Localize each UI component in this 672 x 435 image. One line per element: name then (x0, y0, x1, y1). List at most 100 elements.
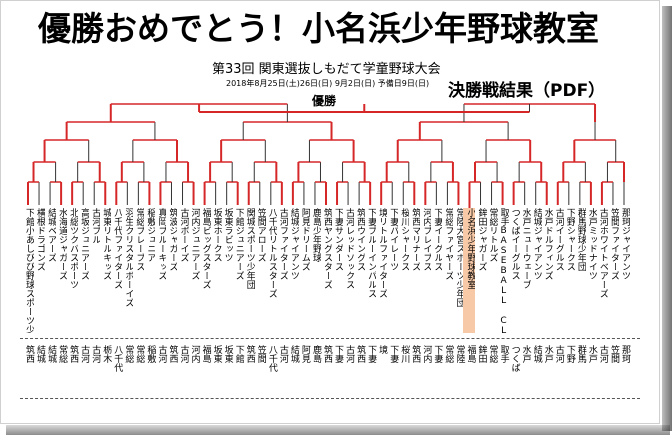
team-name: 古河ボーイズ (178, 208, 189, 262)
team-region: 坂東 (211, 345, 222, 363)
team-name: 河内ジュニアーズ (189, 208, 200, 280)
team-region: 群馬 (575, 345, 586, 363)
bracket-sheet (0, 0, 660, 424)
team-region: 古河 (90, 345, 101, 363)
team-name: 下野シャークス (564, 208, 575, 271)
team-region: 古河 (553, 345, 564, 363)
team-name: 古河ブル (90, 208, 101, 244)
team-region: 古河 (597, 345, 608, 363)
team-region: 常総 (134, 345, 145, 363)
paper-shadow-right (662, 6, 672, 431)
team-name: 常陸大宮スポーツ少年団 (454, 208, 465, 307)
team-name: 古河ホワイトベアーズ (597, 208, 608, 298)
team-name: 笠間ファイターズ (608, 208, 619, 280)
team-region: 取手 (498, 345, 509, 363)
team-name: 下妻イーグルス (432, 208, 443, 271)
team-region: 筑西 (244, 345, 255, 363)
team-name: 鉾田ジャガーズ (476, 208, 487, 271)
team-name: 結城ジャイアンツ (531, 208, 542, 280)
team-name: 横根ドラゴンズ (35, 208, 46, 271)
team-region: 下館 (233, 345, 244, 363)
team-region: 下妻 (388, 345, 399, 363)
team-name: 結城ベアーズ (46, 208, 57, 262)
team-name: 羽生クリスタルボーイズ (123, 208, 134, 307)
team-name: 小名浜少年野球教室 (463, 208, 476, 333)
team-region: つくば (509, 345, 520, 372)
team-region: 八千代 (266, 345, 277, 372)
team-name: 桜川シャークス (399, 208, 410, 271)
team-region: 水戸 (520, 345, 531, 363)
team-name: 境リトルファイターズ (377, 208, 388, 298)
team-name: 稲敷ジュニア (145, 208, 156, 262)
team-region: 常総 (57, 345, 68, 363)
team-region: 結城 (35, 345, 46, 363)
team-region: 阿見 (299, 345, 310, 363)
team-region: 笠間 (608, 345, 619, 363)
team-region: 福島 (200, 345, 211, 363)
team-region: 古河 (79, 345, 90, 363)
team-region: 下妻 (432, 345, 443, 363)
team-name: 水戸ミッドナイツ (586, 208, 597, 280)
team-region: 水戸 (586, 345, 597, 363)
team-name: 常総ファイヤーズ (443, 208, 454, 280)
team-region: 古河 (344, 345, 355, 363)
team-name: 筑西マリナーズ (410, 208, 421, 271)
team-name: 関城スポーツ少年団 (244, 208, 255, 289)
team-name: 筑西ウイングス (355, 208, 366, 271)
team-name: 下妻ブルーインパルス (366, 208, 377, 298)
team-region: 結城 (531, 345, 542, 363)
team-region: 常総 (443, 345, 454, 363)
team-region: 稲敷 (145, 345, 156, 363)
team-name: 高坂ジュニアーズ (79, 208, 90, 280)
team-region: 下野 (564, 345, 575, 363)
team-region: 那珂 (620, 345, 630, 363)
team-name: 取手BASEBALL CLUB (498, 208, 509, 333)
champion-label: 優勝 (312, 94, 337, 108)
team-region: 常総 (487, 345, 498, 363)
team-name: 筑波ジャガーズ (167, 208, 178, 271)
team-region: 鉾田 (476, 345, 487, 363)
team-region: 下妻 (333, 345, 344, 363)
team-region: 筑西 (24, 345, 34, 363)
team-region: 筑西 (167, 345, 178, 363)
team-region: 古河 (178, 345, 189, 363)
team-region: 境 (377, 345, 388, 354)
team-region: 筑西 (355, 345, 366, 363)
team-name: 坂東ラビッツ (222, 208, 233, 262)
team-name: 北総ツクバスポーツ (68, 208, 79, 289)
team-name: 古河レッドソックス (344, 208, 355, 289)
separator-bottom (20, 398, 640, 399)
paper-shadow-bottom (6, 425, 670, 435)
team-name: 筑西ヤングスターズ (322, 208, 332, 289)
team-region: 筑西 (322, 345, 332, 363)
team-name: 群馬野球少年団 (575, 208, 586, 271)
page-title: 優勝おめでとう！小名浜少年野球教室 (38, 9, 599, 48)
team-name: 坂東ホークス (211, 208, 222, 262)
team-name: 真岡ブルーキッズ (156, 208, 167, 280)
team-region: 結城 (288, 345, 299, 363)
team-name: 常総ブレーブス (134, 208, 145, 271)
team-name: 福島ビッグスターズ (200, 208, 211, 289)
team-name: つくばイーグルス (509, 208, 520, 280)
team-region: 福島 (465, 345, 476, 363)
team-region: 筑西 (410, 345, 421, 363)
team-name: 下妻パイレーツ (388, 208, 399, 271)
team-name: 八千代ファイターズ (112, 208, 123, 289)
team-region: 古河 (277, 345, 288, 363)
team-name: 笠間アローズ (255, 208, 266, 262)
team-name: 水戸ニューウェーブ (520, 208, 531, 289)
team-name: 下妻サンダース (333, 208, 344, 271)
team-region: 河内 (189, 345, 200, 363)
team-name: 河内ブレイブス (421, 208, 432, 271)
team-name: 水戸ドルフィンズ (542, 208, 553, 280)
results-pdf-link[interactable]: 決勝戦結果（PDF） (448, 81, 606, 101)
team-name: 古河イーグルス (553, 208, 564, 271)
team-region: 結城 (46, 345, 57, 363)
team-region: 水戸 (542, 345, 553, 363)
team-name: 阿見ドリームズ (299, 208, 310, 271)
team-name: 結城ジャイアンツ (288, 208, 299, 280)
team-region: 笠間 (255, 345, 266, 363)
team-region: 河内 (421, 345, 432, 363)
tournament-dates: 2018年8月25日(土)26日(日) 9月2日(日) 予備日9日(日) (226, 79, 430, 88)
